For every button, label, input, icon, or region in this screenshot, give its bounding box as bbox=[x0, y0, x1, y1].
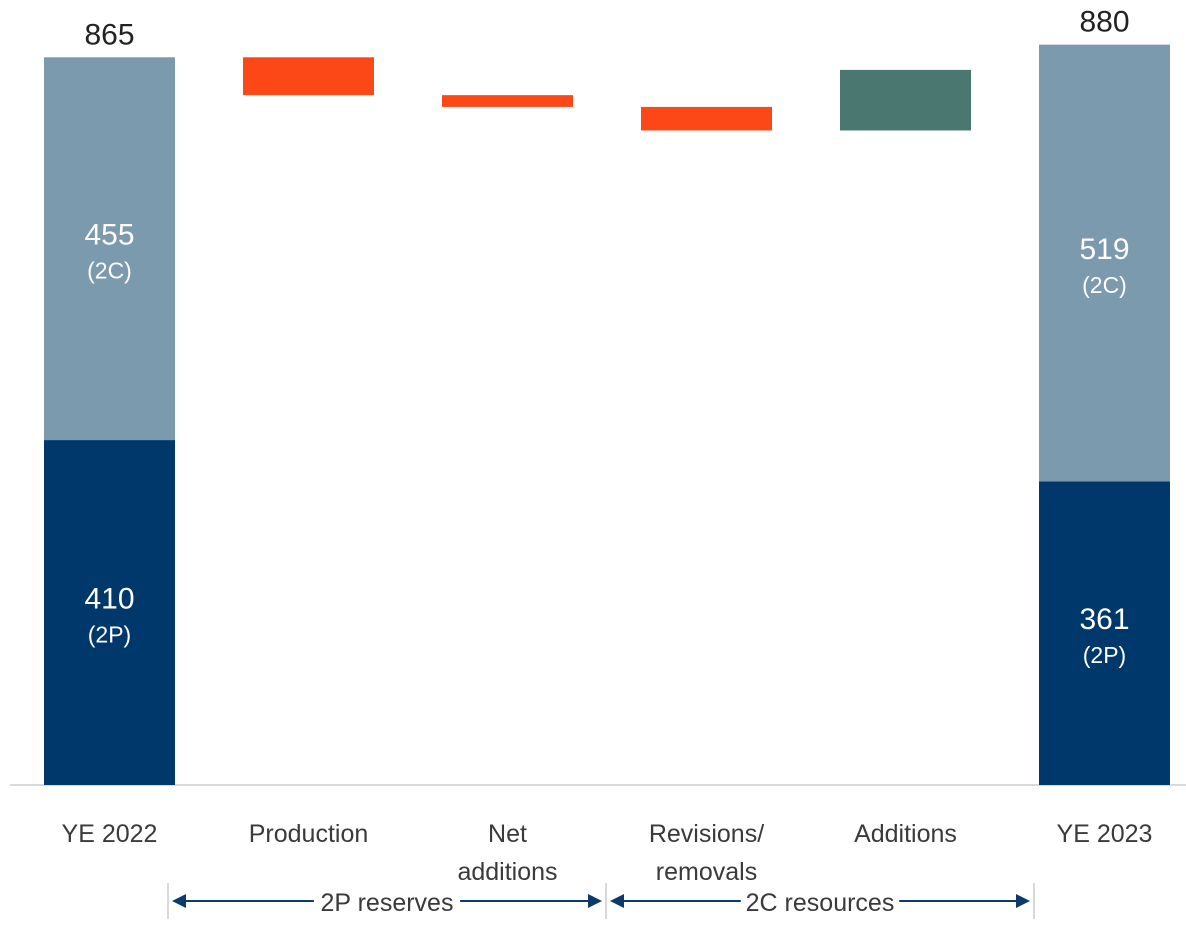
category-label: Additions bbox=[854, 820, 957, 848]
segment-value-label: 455 bbox=[84, 219, 134, 252]
bracket-arrowhead-right bbox=[588, 894, 602, 908]
stacked-bar-segment-2p bbox=[44, 440, 175, 785]
segment-value-label: 519 bbox=[1079, 233, 1129, 266]
segment-type-label: (2P) bbox=[88, 622, 131, 648]
decrease-bar bbox=[243, 57, 374, 96]
segment-type-label: (2C) bbox=[1082, 272, 1127, 298]
stacked-bar-segment-2c bbox=[1039, 44, 1170, 482]
category-label: Revisions/ bbox=[649, 820, 764, 848]
total-value-label: 865 bbox=[84, 18, 134, 51]
bracket-arrowhead-right bbox=[1016, 894, 1030, 908]
bracket-arrowhead-left bbox=[610, 894, 624, 908]
decrease-bar bbox=[442, 95, 573, 107]
stacked-bar-segment-2c bbox=[44, 57, 175, 441]
category-label: Production bbox=[249, 820, 369, 848]
category-label: removals bbox=[656, 858, 757, 886]
segment-type-label: (2C) bbox=[87, 258, 132, 284]
category-label: YE 2022 bbox=[62, 820, 158, 848]
total-value-label: 880 bbox=[1079, 6, 1129, 39]
bracket-group-label: 2C resources bbox=[746, 889, 895, 917]
segment-value-label: 361 bbox=[1079, 603, 1129, 636]
segment-type-label: (2P) bbox=[1083, 642, 1126, 668]
category-label: YE 2023 bbox=[1057, 820, 1153, 848]
stacked-bar-segment-2p bbox=[1039, 481, 1170, 785]
bracket-arrowhead-left bbox=[172, 894, 186, 908]
decrease-bar bbox=[641, 106, 772, 131]
increase-bar bbox=[840, 69, 971, 131]
segment-value-label: 410 bbox=[84, 583, 134, 616]
category-label: Net bbox=[488, 820, 527, 848]
category-label: additions bbox=[457, 858, 557, 886]
bracket-group-label: 2P reserves bbox=[321, 889, 454, 917]
